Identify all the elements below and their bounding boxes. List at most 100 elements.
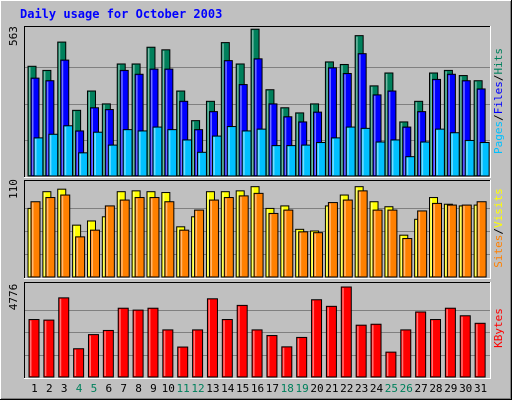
sites-bar-day-26 [402, 238, 413, 278]
legend-entry-hits: Hits [492, 48, 505, 75]
day-label-11: 11 [177, 382, 190, 395]
legend-entry-separator: / [492, 228, 505, 235]
kbytes-bar-day-20 [311, 299, 323, 378]
pages-bar-day-5 [92, 131, 103, 177]
sites-bar-day-6 [104, 205, 115, 278]
kbytes-bar-day-21 [325, 305, 337, 378]
day-label-31: 31 [474, 382, 487, 395]
sites-bar-day-31 [476, 201, 487, 278]
day-label-3: 3 [61, 382, 68, 395]
panel-1-max-label: 563 [7, 26, 20, 46]
kbytes-bar-day-24 [370, 323, 382, 378]
sites-bar-day-29 [446, 204, 457, 278]
kbytes-bar-day-28 [430, 319, 442, 378]
kbytes-bar-day-2 [43, 319, 55, 378]
panel-3-legend: KBytes [492, 308, 505, 348]
pages-bar-day-15 [241, 130, 252, 177]
day-label-5: 5 [91, 382, 98, 395]
day-label-27: 27 [414, 382, 427, 395]
legend-entry-kbytes: KBytes [492, 308, 505, 348]
sites-bar-day-5 [89, 229, 100, 278]
day-label-17: 17 [266, 382, 279, 395]
chart-title: Daily usage for October 2003 [20, 7, 222, 21]
kbytes-bar-day-5 [87, 334, 99, 378]
pages-bar-day-2 [48, 133, 59, 177]
sites-bar-day-15 [238, 195, 249, 278]
panel-2-max-label: 110 [7, 179, 20, 199]
kbytes-bar-day-31 [474, 322, 486, 378]
pages-bar-day-3 [63, 125, 74, 177]
sites-bar-day-28 [432, 202, 443, 278]
day-label-2: 2 [46, 382, 53, 395]
sites-bar-day-25 [387, 209, 398, 278]
pages-bar-day-17 [271, 145, 282, 177]
pages-bar-day-20 [316, 142, 327, 177]
sites-bar-day-21 [327, 202, 338, 278]
day-label-7: 7 [120, 382, 127, 395]
sites-bar-day-24 [372, 209, 383, 278]
day-label-26: 26 [400, 382, 413, 395]
sites-bar-day-17 [268, 212, 279, 278]
legend-entry-separator: / [492, 75, 505, 82]
day-label-22: 22 [340, 382, 353, 395]
pages-bar-day-28 [435, 128, 446, 177]
legend-entry-sites: Sites [492, 235, 505, 268]
sites-bar-day-2 [45, 197, 56, 278]
pages-bar-day-24 [375, 141, 386, 177]
pages-bar-day-29 [449, 132, 460, 177]
pages-bar-day-30 [464, 139, 475, 177]
kbytes-bar-day-19 [296, 336, 308, 378]
sites-bar-day-9 [149, 197, 160, 278]
sites-bar-day-4 [75, 236, 86, 278]
kbytes-bar-day-30 [459, 315, 471, 378]
day-label-19: 19 [295, 382, 308, 395]
day-label-4: 4 [76, 382, 83, 395]
sites-bar-day-27 [417, 210, 428, 278]
x-axis-day-labels: 1 2 3 4 5 6 7 8 9 10 11 12 13 14 15 16 17 18 19 20 21 22 23 24 2… [31, 382, 487, 395]
day-label-29: 29 [444, 382, 457, 395]
legend-entry-separator: / [492, 114, 505, 121]
panel-1-legend: Pages/Files/Hits [492, 48, 505, 154]
kbytes-bar-day-7 [117, 307, 129, 378]
pages-bar-day-9 [152, 126, 163, 177]
panel-2: 110 Sites/Visits [7, 179, 505, 279]
kbytes-bar-day-13 [206, 298, 218, 378]
pages-bar-day-23 [360, 127, 371, 177]
kbytes-bar-day-15 [236, 304, 248, 378]
kbytes-bar-day-16 [251, 329, 263, 378]
pages-bar-day-26 [405, 156, 416, 177]
pages-bar-day-25 [390, 139, 401, 177]
day-label-28: 28 [429, 382, 442, 395]
day-label-21: 21 [325, 382, 338, 395]
legend-entry-files: Files [492, 81, 505, 114]
day-label-15: 15 [236, 382, 249, 395]
pages-bar-day-6 [107, 144, 118, 177]
sites-bar-day-12 [194, 209, 205, 278]
sites-bar-day-11 [179, 229, 190, 278]
day-label-25: 25 [385, 382, 398, 395]
kbytes-bar-day-26 [400, 329, 412, 378]
day-label-10: 10 [162, 382, 175, 395]
kbytes-bar-day-1 [28, 319, 40, 378]
kbytes-bar-day-18 [281, 346, 293, 378]
pages-bar-day-4 [78, 152, 89, 177]
chart-panels: 563Pages/Files/Hits110Sites/Visits4776KB… [7, 26, 505, 379]
pages-bar-day-8 [137, 130, 148, 177]
sites-bar-day-30 [461, 204, 472, 278]
pages-bar-day-1 [33, 137, 44, 177]
day-label-13: 13 [206, 382, 219, 395]
pages-bar-day-18 [286, 145, 297, 177]
kbytes-bar-day-12 [192, 329, 204, 378]
pages-bar-day-31 [479, 142, 490, 177]
day-label-23: 23 [355, 382, 368, 395]
legend-entry-visits: Visits [492, 188, 505, 228]
panel-1: 563 Pages/Files/Hits [7, 26, 505, 178]
sites-bar-day-3 [60, 194, 71, 278]
pages-bar-day-13 [211, 135, 222, 177]
pages-bar-day-7 [122, 129, 133, 177]
day-label-16: 16 [251, 382, 264, 395]
kbytes-bar-day-10 [162, 329, 174, 378]
kbytes-bar-day-27 [415, 311, 427, 378]
sites-bar-day-22 [342, 199, 353, 278]
